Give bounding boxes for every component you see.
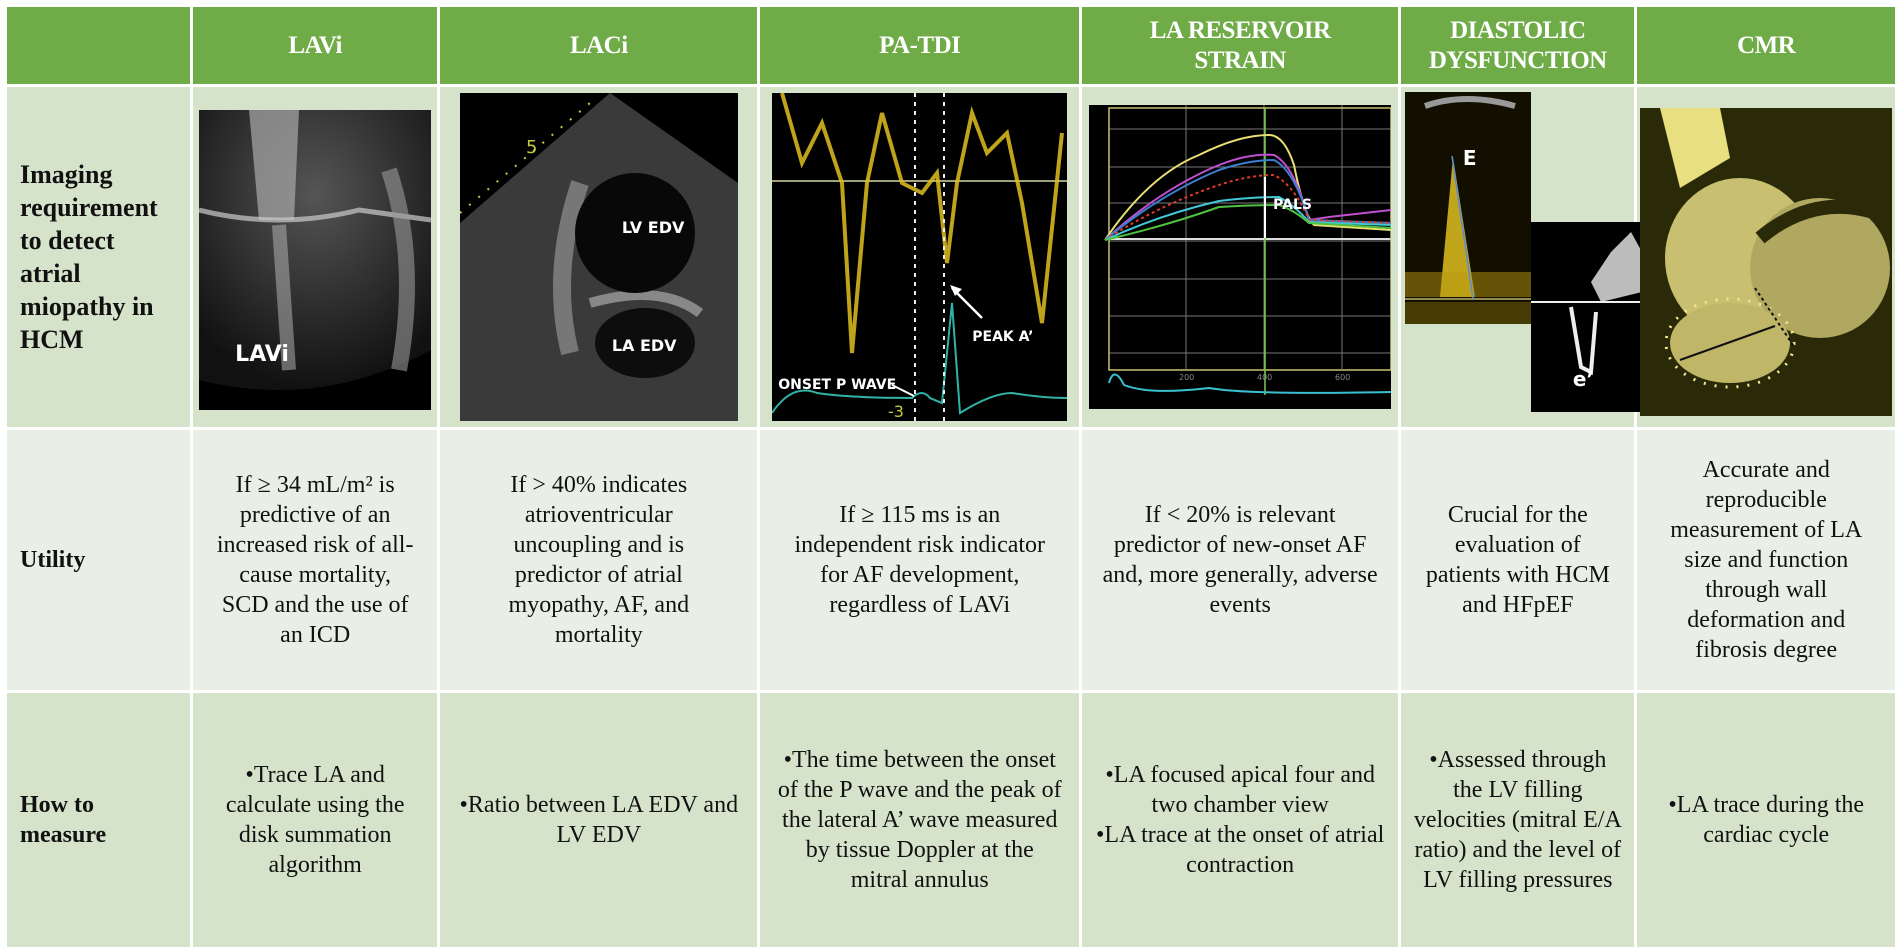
header-row: LAVi LACi PA-TDI LA RESERVOIR STRAIN DIA… — [7, 7, 1895, 84]
how-laci-text: •Ratio between LA EDV and LV EDV — [459, 792, 739, 848]
utility-laci: If > 40% indicates atrioventricular unco… — [440, 430, 758, 690]
cell-image-pa-tdi: -3 PEAK A’ ONSET P WAVE — [760, 87, 1080, 427]
e-wave-label: E — [1462, 146, 1477, 170]
header-pa-tdi: PA-TDI — [760, 7, 1080, 84]
utility-diastolic: Crucial for the evaluation of patients w… — [1401, 430, 1635, 690]
how-lavi: •Trace LA and calculate using the disk s… — [193, 693, 438, 947]
how-laci: •Ratio between LA EDV and LV EDV — [440, 693, 758, 947]
how-pa-tdi-text: •The time between the onset of the P wav… — [777, 747, 1062, 893]
onset-p-wave-label: ONSET P WAVE — [778, 377, 897, 393]
echo-apical-four-chamber-image: LAVi — [199, 110, 432, 410]
utility-lavi: If ≥ 34 mL/m² is predictive of an increa… — [193, 430, 438, 690]
utility-pa-tdi-text: If ≥ 115 ms is an independent risk indic… — [794, 502, 1046, 618]
header-la-reservoir-strain-label: LA RESERVOIR STRAIN — [1149, 16, 1331, 74]
mitral-e-wave-image: E — [1404, 92, 1531, 324]
strain-x-tick-400: 400 — [1257, 373, 1272, 382]
pals-label: PALS — [1273, 197, 1312, 213]
echo-apical-view-image: 5 LV EDV LA EDV — [459, 93, 738, 421]
row-label-how-to-measure: How to measure — [7, 693, 191, 947]
how-cmr: •LA trace during the cardiac cycle — [1637, 693, 1895, 947]
utility-strain-text: If < 20% is relevant predictor of new-on… — [1102, 502, 1378, 618]
strain-curve-plot-image: 200 400 600 PALS — [1089, 105, 1392, 409]
tissue-e-prime-image: e’ — [1530, 222, 1642, 412]
pa-tdi-scale-mark: -3 — [888, 402, 904, 421]
how-diastolic: •Assessed through the LV filling velocit… — [1401, 693, 1635, 947]
cell-image-la-reservoir-strain: 200 400 600 PALS — [1082, 87, 1399, 427]
mitral-doppler-image: E e’ — [1404, 92, 1642, 422]
imaging-row: Imaging requirement to detect atrial mio… — [7, 87, 1895, 427]
utility-diastolic-text: Crucial for the evaluation of patients w… — [1425, 502, 1610, 618]
how-diastolic-text: •Assessed through the LV filling velocit… — [1413, 747, 1622, 893]
how-cmr-text: •LA trace during the cardiac cycle — [1668, 792, 1865, 848]
peak-a-label: PEAK A’ — [972, 329, 1034, 345]
header-diastolic-dysfunction: DIASTOLIC DYSFUNCTION — [1401, 7, 1635, 84]
how-lavi-text: •Trace LA and calculate using the disk s… — [225, 762, 405, 878]
how-to-measure-row: How to measure •Trace LA and calculate u… — [7, 693, 1895, 947]
laci-scale-mark: 5 — [526, 137, 537, 158]
row-label-how-to-measure-text: How to measure — [20, 792, 107, 848]
cell-image-diastolic: E e’ — [1401, 87, 1642, 427]
header-corner — [7, 7, 191, 84]
utility-laci-text: If > 40% indicates atrioventricular unco… — [508, 472, 690, 648]
utility-cmr-text: Accurate and reproducible measurement of… — [1670, 457, 1863, 663]
cell-image-cmr — [1637, 87, 1895, 427]
strain-x-tick-200: 200 — [1179, 373, 1194, 382]
utility-la-reservoir-strain: If < 20% is relevant predictor of new-on… — [1082, 430, 1399, 690]
strain-x-tick-600: 600 — [1335, 373, 1350, 382]
how-strain-item-1: •LA focused apical four and two chamber … — [1105, 762, 1375, 818]
cardiac-mri-image — [1640, 108, 1893, 416]
lavi-image-label: LAVi — [235, 342, 289, 367]
row-label-utility: Utility — [7, 430, 191, 690]
how-la-reservoir-strain: •LA focused apical four and two chamber … — [1082, 693, 1399, 947]
header-lavi: LAVi — [193, 7, 438, 84]
how-pa-tdi: •The time between the onset of the P wav… — [760, 693, 1080, 947]
cell-image-lavi: LAVi — [193, 87, 438, 427]
utility-row: Utility If ≥ 34 mL/m² is predictive of a… — [7, 430, 1895, 690]
cell-image-laci: 5 LV EDV LA EDV — [440, 87, 758, 427]
row-label-imaging: Imaging requirement to detect atrial mio… — [7, 87, 191, 427]
row-label-imaging-text: Imaging requirement to detect atrial mio… — [20, 160, 158, 354]
utility-cmr: Accurate and reproducible measurement of… — [1637, 430, 1895, 690]
header-laci: LACi — [440, 7, 758, 84]
lv-edv-label: LV EDV — [621, 218, 685, 237]
header-diastolic-dysfunction-label: DIASTOLIC DYSFUNCTION — [1428, 16, 1607, 74]
utility-pa-tdi: If ≥ 115 ms is an independent risk indic… — [760, 430, 1080, 690]
e-prime-label: e’ — [1572, 367, 1594, 391]
la-edv-label: LA EDV — [611, 336, 677, 355]
header-cmr: CMR — [1637, 7, 1895, 84]
utility-lavi-text: If ≥ 34 mL/m² is predictive of an increa… — [216, 472, 414, 648]
how-strain-item-2: •LA trace at the onset of atrial contrac… — [1096, 822, 1385, 878]
header-la-reservoir-strain: LA RESERVOIR STRAIN — [1082, 7, 1399, 84]
comparison-table: LAVi LACi PA-TDI LA RESERVOIR STRAIN DIA… — [4, 4, 1898, 950]
tissue-doppler-trace-image: -3 PEAK A’ ONSET P WAVE — [772, 93, 1068, 421]
